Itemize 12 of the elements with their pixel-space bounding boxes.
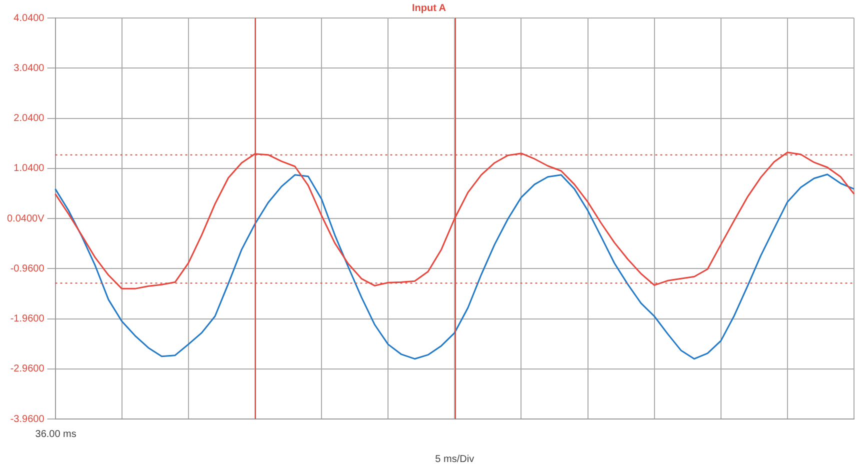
y-tick-label: 3.0400 <box>14 62 45 74</box>
y-tick-label: -0.9600 <box>10 263 45 274</box>
chart-title: Input A <box>412 2 446 14</box>
y-tick-label: 2.0400 <box>14 113 45 124</box>
y-tick-label: 1.0400 <box>14 163 45 174</box>
y-tick-label: 4.0400 <box>14 12 45 24</box>
y-tick-label: 0.0400V <box>6 213 45 224</box>
y-tick-label: -1.9600 <box>10 314 45 324</box>
y-tick-label: -2.9600 <box>10 364 45 375</box>
y-tick-label: -3.9600 <box>10 414 45 425</box>
x-axis-title: 5 ms/Div <box>435 454 474 465</box>
text: 36.00 ms <box>35 428 76 440</box>
